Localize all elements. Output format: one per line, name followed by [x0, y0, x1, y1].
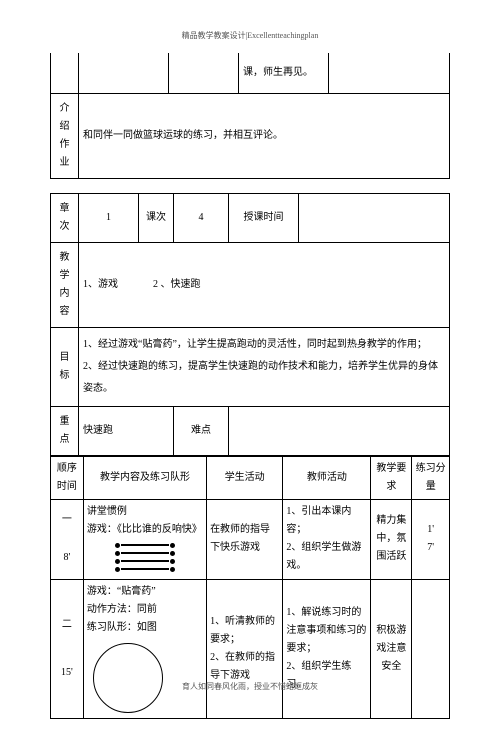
difficulty-value [229, 406, 450, 455]
r2-teacher: 1、解说练习时的注意事项和练习的要求； 2、组织学生练习。 [283, 579, 371, 718]
focus-value: 快速跑 [79, 406, 174, 455]
r1-seq: 一 8' [51, 499, 84, 579]
r2-content-b: 动作方法：同前 [87, 601, 203, 619]
chapter-label: 章次 [51, 193, 79, 242]
r2-student: 1、听清教师的要求； 2、在教师的指导下游戏 [207, 579, 283, 718]
focus-label: 重点 [51, 406, 79, 455]
r1-content-b: 游戏：《比比谁的反响快》 [87, 521, 203, 539]
content-label: 教学内容 [51, 242, 79, 327]
r1-content-a: 讲堂惯例 [87, 503, 203, 521]
chapter-value: 1 [79, 193, 139, 242]
lesson-num-label: 课次 [139, 193, 174, 242]
hdr-content: 教学内容及练习队形 [83, 456, 206, 499]
page-footer: 育人如同春风化雨，授业不惜蜡炬成灰 [0, 681, 500, 692]
table-lesson-plan: 章次 1 课次 4 授课时间 教学内容 1、游戏 2 、快速跑 目标 1、经过游… [50, 193, 450, 456]
r1-student: 在教师的指导下快乐游戏 [207, 499, 283, 579]
r2-req: 积极游戏注意安全 [371, 579, 412, 718]
r2-content-a: 游戏：“贴膏药” [87, 583, 203, 601]
table-prev-continued: 课，师生再见。 介绍作业 和同伴一同做篮球运球的练习，并相互评论。 [50, 53, 450, 179]
teach-time-value [299, 193, 450, 242]
content-text: 1、游戏 2 、快速跑 [79, 242, 450, 327]
hdr-student: 学生活动 [207, 456, 283, 499]
diagram-circle [93, 643, 163, 713]
hdr-seq: 顺序时间 [51, 456, 84, 499]
r2-time: 15' [54, 664, 80, 682]
goal-text: 1、经过游戏“贴膏药”，让学生提高跑动的灵活性，同时起到热身教学的作用； 2、经… [79, 327, 450, 406]
row-homework-text: 和同伴一同做篮球运球的练习，并相互评论。 [79, 93, 450, 178]
r1-teacher: 1、引出本课内容； 2、组织学生做游戏。 [283, 499, 371, 579]
hdr-req: 教学要求 [371, 456, 412, 499]
r2-amount [412, 579, 450, 718]
r2-seq-num: 二 [54, 616, 80, 634]
r1-content: 讲堂惯例 游戏：《比比谁的反响快》 [83, 499, 206, 579]
hdr-amount: 练习分量 [412, 456, 450, 499]
teach-time-label: 授课时间 [229, 193, 299, 242]
r2-content-c: 练习队形：如图 [87, 619, 203, 637]
cell-prev-note: 课，师生再见。 [239, 53, 329, 93]
hdr-teacher: 教师活动 [283, 456, 371, 499]
r2-content: 游戏：“贴膏药” 动作方法：同前 练习队形：如图 [83, 579, 206, 718]
diagram-lines-dots [115, 543, 175, 572]
table-activities: 顺序时间 教学内容及练习队形 学生活动 教师活动 教学要求 练习分量 一 8' … [50, 456, 450, 719]
goal-label: 目标 [51, 327, 79, 406]
r1-amount: 1' 7' [412, 499, 450, 579]
r1-time: 8' [54, 549, 80, 567]
r1-req: 精力集中，氛围活跃 [371, 499, 412, 579]
row-homework-label: 介绍作业 [51, 93, 79, 178]
difficulty-label: 难点 [174, 406, 229, 455]
r1-seq-num: 一 [54, 511, 80, 529]
lesson-num-value: 4 [174, 193, 229, 242]
page-header: 精品教学教案设计|Excellentteachingplan [50, 30, 450, 41]
r2-seq: 二 15' [51, 579, 84, 718]
